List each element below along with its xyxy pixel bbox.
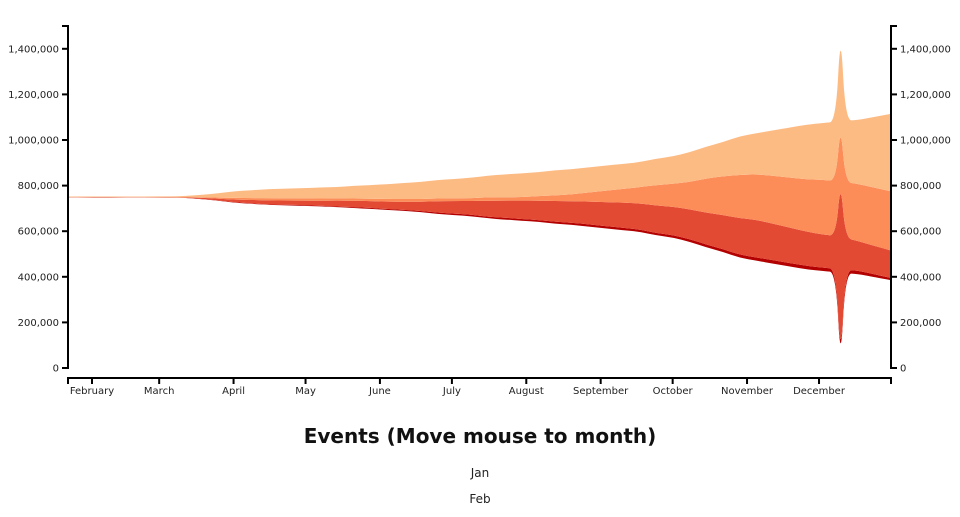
month-list: Jan Feb <box>0 465 960 517</box>
y-tick-right: 1,000,000 <box>891 136 951 147</box>
y-tick-label: 0 <box>53 364 59 375</box>
stream-layers <box>68 50 891 344</box>
x-tick: July <box>442 378 461 397</box>
stream-layer-3[interactable] <box>68 137 891 251</box>
y-tick-label-right: 200,000 <box>900 318 941 329</box>
y-axis-left: 0 200,000 400,000 600,000 800,000 1,000,000 1,… <box>8 25 69 375</box>
x-tick-label: July <box>442 386 461 397</box>
y-tick-right: 1,400,000 <box>891 44 951 55</box>
y-tick-label-right: 800,000 <box>900 181 941 192</box>
x-tick-label: September <box>573 386 629 397</box>
y-tick-label: 1,000,000 <box>8 136 59 147</box>
y-tick: 400,000 <box>18 272 68 283</box>
y-tick-label-right: 1,400,000 <box>900 44 951 55</box>
y-tick: 800,000 <box>18 181 68 192</box>
x-tick: May <box>295 378 316 397</box>
y-tick: 200,000 <box>18 318 68 329</box>
y-tick: 600,000 <box>18 227 68 238</box>
y-tick-label-right: 400,000 <box>900 272 941 283</box>
x-tick: March <box>144 378 174 397</box>
streamgraph-chart: 0 200,000 400,000 600,000 800,000 1,000,000 1,… <box>8 25 951 397</box>
x-tick-label: November <box>721 386 774 397</box>
y-tick-label: 200,000 <box>18 318 59 329</box>
x-tick-label: June <box>368 386 391 397</box>
y-tick: 0 <box>53 364 68 375</box>
x-tick-label: April <box>222 386 245 397</box>
stream-layer-4[interactable] <box>68 50 891 200</box>
y-tick-label: 800,000 <box>18 181 59 192</box>
y-tick-right: 400,000 <box>891 272 941 283</box>
y-tick-label: 1,200,000 <box>8 90 59 101</box>
x-tick: February <box>70 378 114 397</box>
y-tick-label-right: 1,200,000 <box>900 90 951 101</box>
x-tick-label: March <box>144 386 174 397</box>
x-tick-label: February <box>70 386 114 397</box>
y-tick: 1,200,000 <box>8 90 68 101</box>
month-item-jan[interactable]: Jan <box>470 466 490 480</box>
y-tick-label-right: 1,000,000 <box>900 136 951 147</box>
y-tick-right: 0 <box>891 364 906 375</box>
x-tick: August <box>509 378 544 397</box>
y-tick-label-right: 600,000 <box>900 227 941 238</box>
y-tick-label-right: 0 <box>900 364 906 375</box>
x-tick: June <box>368 378 391 397</box>
y-tick-right: 1,200,000 <box>891 90 951 101</box>
y-tick-right: 800,000 <box>891 181 941 192</box>
y-tick-right: 200,000 <box>891 318 941 329</box>
y-tick-label: 400,000 <box>18 272 59 283</box>
y-axis-line <box>62 25 69 369</box>
y-tick: 1,400,000 <box>8 44 68 55</box>
x-axis: February March April May June July August Septe… <box>67 377 892 397</box>
stream-layer-2[interactable] <box>68 194 891 340</box>
y-tick-right: 600,000 <box>891 227 941 238</box>
y-axis-line-right <box>890 25 897 369</box>
x-tick: December <box>793 378 846 397</box>
x-tick: October <box>653 378 694 397</box>
x-tick-label: December <box>793 386 846 397</box>
x-tick-label: October <box>653 386 694 397</box>
x-axis-line <box>67 377 892 384</box>
y-tick-label: 1,400,000 <box>8 44 59 55</box>
x-tick-label: May <box>295 386 316 397</box>
y-tick-label: 600,000 <box>18 227 59 238</box>
x-tick: September <box>573 378 629 397</box>
month-item-feb[interactable]: Feb <box>469 492 491 506</box>
x-tick-label: August <box>509 386 544 397</box>
chart-title: Events (Move mouse to month) <box>303 424 657 448</box>
x-tick: November <box>721 378 774 397</box>
x-tick: April <box>222 378 245 397</box>
y-axis-right: 0 200,000 400,000 600,000 800,000 1,000,000 1,… <box>890 25 951 375</box>
y-tick: 1,000,000 <box>8 136 68 147</box>
